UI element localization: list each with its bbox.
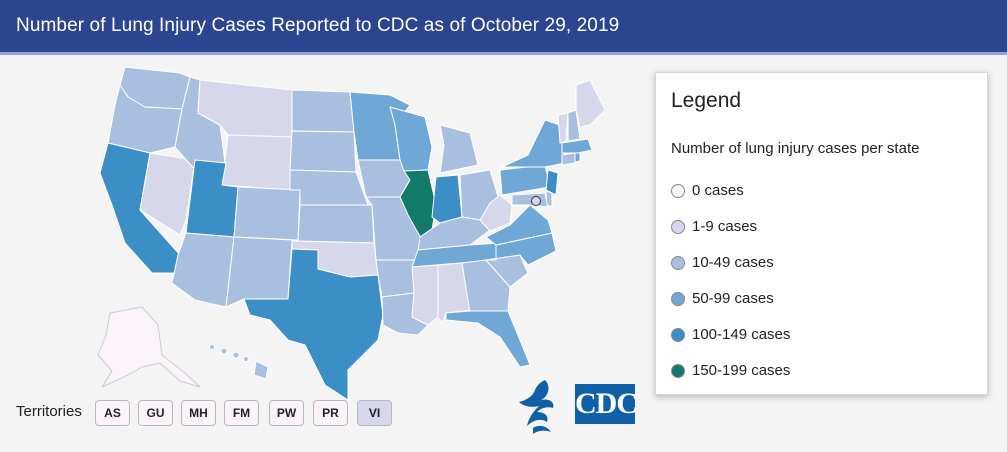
state-co[interactable] — [233, 186, 301, 241]
state-mi[interactable] — [439, 124, 479, 174]
state-ri[interactable] — [574, 152, 581, 163]
state-sd[interactable] — [289, 130, 357, 173]
state-fl[interactable] — [445, 310, 531, 368]
state-wy[interactable] — [221, 134, 293, 191]
hhs-eagle-icon — [519, 380, 554, 434]
territory-button-fm[interactable]: FM — [224, 400, 259, 426]
state-hi[interactable] — [209, 344, 269, 380]
state-nd[interactable] — [291, 89, 355, 133]
legend-swatch-5 — [671, 364, 685, 378]
territory-button-pr[interactable]: PR — [313, 400, 348, 426]
legend-label-1: 1-9 cases — [692, 218, 758, 235]
state-ar[interactable] — [375, 259, 419, 298]
legend-panel: Legend Number of lung injury cases per s… — [655, 72, 988, 395]
legend-subtitle: Number of lung injury cases per state — [671, 140, 920, 157]
state-vt[interactable] — [557, 112, 569, 144]
us-map — [0, 55, 650, 452]
legend-item-5: 150-199 cases — [671, 361, 971, 383]
state-ma[interactable] — [561, 138, 593, 154]
territory-button-mh[interactable]: MH — [181, 400, 216, 426]
legend-swatch-1 — [671, 220, 685, 234]
territory-button-vi[interactable]: VI — [357, 400, 392, 426]
hhs-eagle-logo — [515, 376, 565, 436]
legend-swatch-2 — [671, 256, 685, 270]
legend-item-4: 100-149 cases — [671, 325, 971, 347]
state-me[interactable] — [575, 79, 606, 128]
us-map-svg — [97, 66, 606, 401]
legend-label-2: 10-49 cases — [692, 254, 774, 271]
legend-swatch-4 — [671, 328, 685, 342]
state-de[interactable] — [545, 190, 553, 208]
state-nh[interactable] — [567, 109, 581, 142]
page-title: Number of Lung Injury Cases Reported to … — [16, 15, 620, 36]
legend-title: Legend — [671, 89, 742, 112]
legend-item-2: 10-49 cases — [671, 253, 971, 275]
page-header: Number of Lung Injury Cases Reported to … — [0, 0, 1007, 55]
state-pa[interactable] — [499, 164, 551, 196]
territory-button-as[interactable]: AS — [95, 400, 130, 426]
state-ne[interactable] — [289, 169, 369, 206]
state-ms[interactable] — [411, 264, 439, 326]
state-nc[interactable] — [485, 232, 557, 266]
territory-button-gu[interactable]: GU — [138, 400, 173, 426]
legend-label-0: 0 cases — [692, 182, 744, 199]
state-ks[interactable] — [297, 204, 375, 244]
dc-marker[interactable] — [531, 196, 541, 206]
state-ny[interactable] — [501, 119, 566, 168]
legend-swatch-3 — [671, 292, 685, 306]
state-tx[interactable] — [243, 248, 384, 401]
state-ga[interactable] — [461, 259, 511, 314]
legend-item-1: 1-9 cases — [671, 217, 971, 239]
legend-item-3: 50-99 cases — [671, 289, 971, 311]
state-ak[interactable] — [97, 306, 201, 388]
legend-label-5: 150-199 cases — [692, 362, 791, 379]
state-nj[interactable] — [545, 169, 559, 196]
state-ct[interactable] — [561, 152, 576, 166]
territories-label: Territories — [16, 403, 82, 420]
legend-swatch-0 — [671, 184, 685, 198]
state-nm[interactable] — [225, 236, 293, 308]
cdc-logo: CDC — [575, 384, 638, 424]
state-va[interactable] — [485, 204, 553, 246]
state-az[interactable] — [171, 232, 235, 308]
state-md[interactable] — [511, 192, 549, 208]
legend-label-3: 50-99 cases — [692, 290, 774, 307]
territory-button-pw[interactable]: PW — [269, 400, 304, 426]
state-in[interactable] — [431, 174, 463, 224]
legend-item-0: 0 cases — [671, 181, 971, 203]
state-wv[interactable] — [479, 194, 513, 232]
legend-label-4: 100-149 cases — [692, 326, 791, 343]
